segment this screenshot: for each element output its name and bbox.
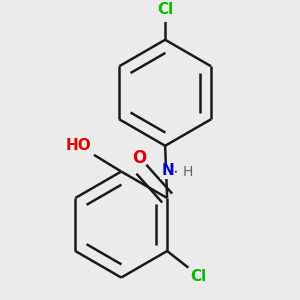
Text: O: O xyxy=(132,149,146,167)
Text: HO: HO xyxy=(65,138,91,153)
Text: Cl: Cl xyxy=(157,2,173,17)
Text: Cl: Cl xyxy=(190,269,206,284)
Text: N: N xyxy=(161,164,174,178)
Text: H: H xyxy=(183,165,193,179)
